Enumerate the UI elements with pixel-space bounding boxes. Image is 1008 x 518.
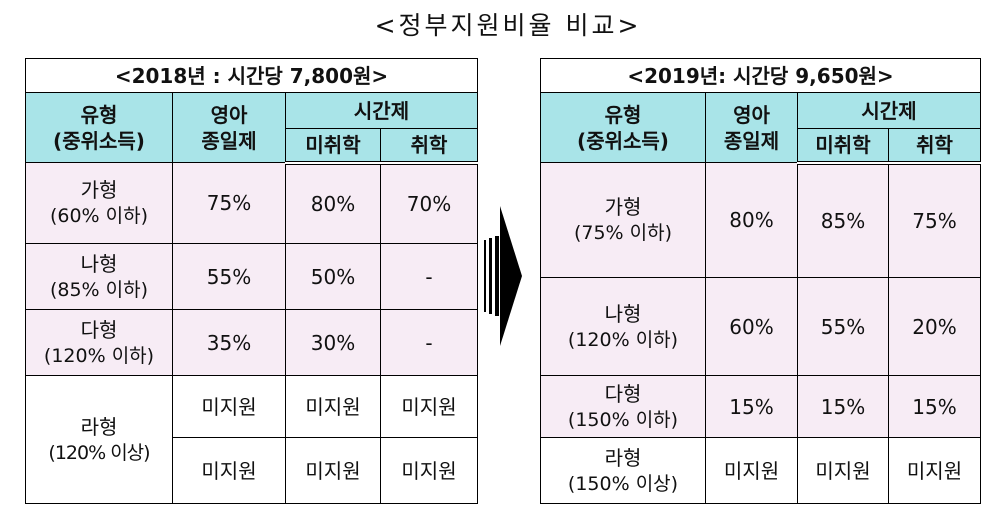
header-type: 유형 (중위소득)	[540, 92, 706, 163]
cell-hourly-preschool: 30%	[285, 309, 381, 376]
table-caption: <2018년 : 시간당 7,800원>	[24, 58, 479, 93]
row-type: 가형	[80, 178, 118, 202]
row-label: 나형 (85% 이하)	[25, 243, 173, 310]
cell-infant-fullday: 미지원	[705, 437, 798, 504]
table-row: 미지원 미지원 미지원	[26, 437, 479, 504]
row-income: (85% 이하)	[49, 278, 149, 301]
row-label: 다형 (120% 이하)	[25, 309, 173, 376]
header-type-label: 유형	[604, 102, 642, 127]
table-caption: <2019년: 시간당 9,650원>	[540, 58, 981, 93]
cell-hourly-preschool: 55%	[797, 277, 889, 376]
cell-hourly-preschool: 미지원	[285, 375, 381, 438]
header-hourly: 시간제	[797, 92, 981, 129]
cell-hourly-preschool: 80%	[285, 162, 381, 244]
cell-hourly-school: 70%	[379, 162, 479, 244]
header-infant: 영아 종일제	[705, 92, 798, 163]
header-infant-label: 영아	[733, 102, 770, 127]
row-income: (120% 이상)	[48, 441, 150, 464]
cell-hourly-preschool: 85%	[797, 162, 889, 278]
row-type: 다형	[604, 381, 642, 406]
row-type: 나형	[80, 251, 118, 276]
header-row: 유형 (중위소득) 영아 종일제 시간제	[25, 92, 479, 163]
row-type: 라형	[80, 414, 118, 439]
right-arrow-icon	[484, 206, 522, 346]
cell-hourly-preschool: 미지원	[285, 437, 381, 504]
table-row: 다형 (120% 이하) 35% 30% -	[25, 309, 479, 376]
row-label: 라형 (150% 이상)	[540, 437, 706, 504]
row-income: (60% 이하)	[49, 205, 149, 227]
table-row: 나형 (120% 이하) 60% 55% 20%	[540, 277, 981, 376]
row-income: (75% 이하)	[573, 222, 673, 244]
cell-infant-fullday: 55%	[172, 243, 286, 310]
row-type: 라형	[604, 445, 642, 470]
header-preschool: 미취학	[797, 128, 889, 165]
header-infant-sub: 종일제	[201, 128, 257, 153]
page-title: <정부지원비율 비교>	[374, 11, 642, 40]
row-label: 다형 (150% 이하)	[540, 375, 706, 438]
table-row: 가형 (60% 이하) 75% 80% 70%	[25, 162, 479, 244]
table-row: 가형 (75% 이하) 80% 85% 75%	[540, 162, 981, 278]
cell-infant-fullday: 미지원	[172, 375, 286, 438]
cell-hourly-preschool: 15%	[797, 375, 889, 438]
subheader-row: 미취학 취학	[541, 128, 981, 165]
row-income: (150% 이하)	[567, 408, 679, 431]
table-row: 라형 (120% 이상) 미지원 미지원 미지원	[25, 375, 479, 504]
table-row: 나형 (85% 이하) 55% 50% -	[25, 243, 479, 310]
header-type: 유형 (중위소득)	[25, 92, 173, 163]
header-type-sub: (중위소득)	[53, 128, 145, 153]
header-school: 취학	[379, 128, 479, 165]
header-infant-label: 영아	[210, 102, 248, 127]
cell-infant-fullday: 35%	[172, 309, 286, 376]
caption-row: <2018년 : 시간당 7,800원>	[24, 58, 479, 93]
caption-row: <2019년: 시간당 9,650원>	[540, 58, 981, 93]
header-infant-sub: 종일제	[723, 128, 780, 153]
header-row: 유형 (중위소득) 영아 종일제 시간제	[540, 92, 981, 163]
cell-hourly-preschool: 미지원	[797, 437, 889, 504]
cell-infant-fullday: 15%	[705, 375, 798, 438]
cell-hourly-school: 15%	[888, 375, 981, 438]
cell-infant-fullday: 80%	[705, 162, 798, 278]
cell-infant-fullday: 60%	[705, 277, 798, 376]
table-2019: <2019년: 시간당 9,650원> 유형 (중위소득) 영아 종일제 시간제…	[540, 58, 981, 504]
row-label: 가형 (75% 이하)	[540, 162, 706, 278]
row-type: 나형	[604, 301, 642, 326]
table-row: 다형 (150% 이하) 15% 15% 15%	[540, 375, 981, 438]
row-label: 나형 (120% 이하)	[540, 277, 706, 376]
cell-hourly-school: -	[379, 309, 479, 376]
header-infant: 영아 종일제	[172, 92, 286, 163]
row-type: 다형	[80, 317, 118, 342]
row-income: (150% 이상)	[567, 472, 679, 495]
cell-hourly-school: 20%	[888, 277, 981, 376]
cell-hourly-school: 미지원	[379, 375, 479, 438]
row-income: (120% 이하)	[567, 328, 679, 351]
cell-hourly-school: 미지원	[888, 437, 981, 504]
row-type: 가형	[604, 195, 642, 219]
table-row: 라형 (150% 이상) 미지원 미지원 미지원	[540, 437, 981, 504]
cell-infant-fullday: 미지원	[172, 437, 286, 504]
row-label: 라형 (120% 이상)	[25, 375, 173, 504]
cell-hourly-school: -	[379, 243, 479, 310]
table-2018: <2018년 : 시간당 7,800원> 유형 (중위소득) 영아 종일제 시간…	[24, 58, 479, 504]
row-income: (120% 이하)	[43, 344, 155, 367]
cell-hourly-school: 75%	[888, 162, 981, 278]
header-type-sub: (중위소득)	[577, 128, 669, 153]
header-type-label: 유형	[80, 102, 118, 127]
header-preschool: 미취학	[285, 128, 381, 165]
cell-infant-fullday: 75%	[172, 162, 286, 244]
cell-hourly-preschool: 50%	[285, 243, 381, 310]
row-label: 가형 (60% 이하)	[25, 162, 173, 244]
cell-hourly-school: 미지원	[379, 437, 479, 504]
subheader-row: 미취학 취학	[26, 128, 479, 165]
header-hourly: 시간제	[284, 92, 479, 129]
header-school: 취학	[888, 128, 981, 165]
